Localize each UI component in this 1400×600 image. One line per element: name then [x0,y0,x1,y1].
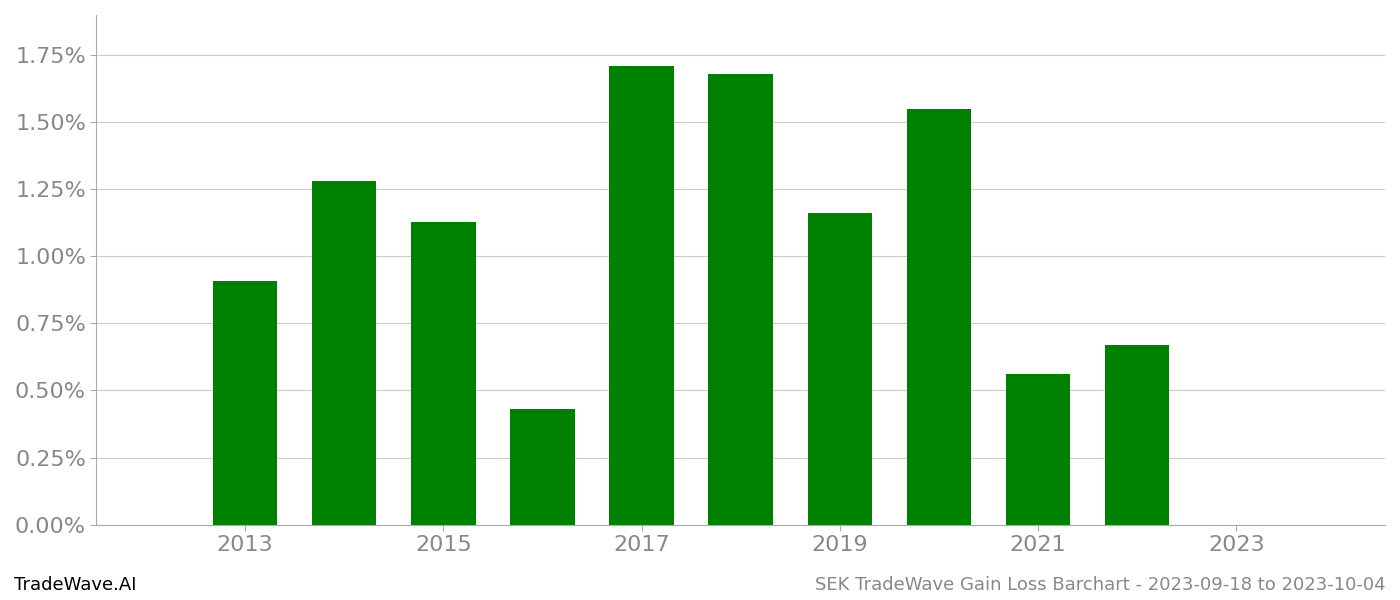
Bar [907,109,972,524]
Bar [510,409,574,524]
Bar [708,74,773,524]
Bar [1105,345,1169,524]
Text: SEK TradeWave Gain Loss Barchart - 2023-09-18 to 2023-10-04: SEK TradeWave Gain Loss Barchart - 2023-… [815,576,1386,594]
Bar [808,214,872,524]
Text: TradeWave.AI: TradeWave.AI [14,576,137,594]
Bar [609,66,673,524]
Bar [312,181,377,524]
Bar [1005,374,1070,524]
Bar [412,221,476,524]
Bar [213,281,277,524]
